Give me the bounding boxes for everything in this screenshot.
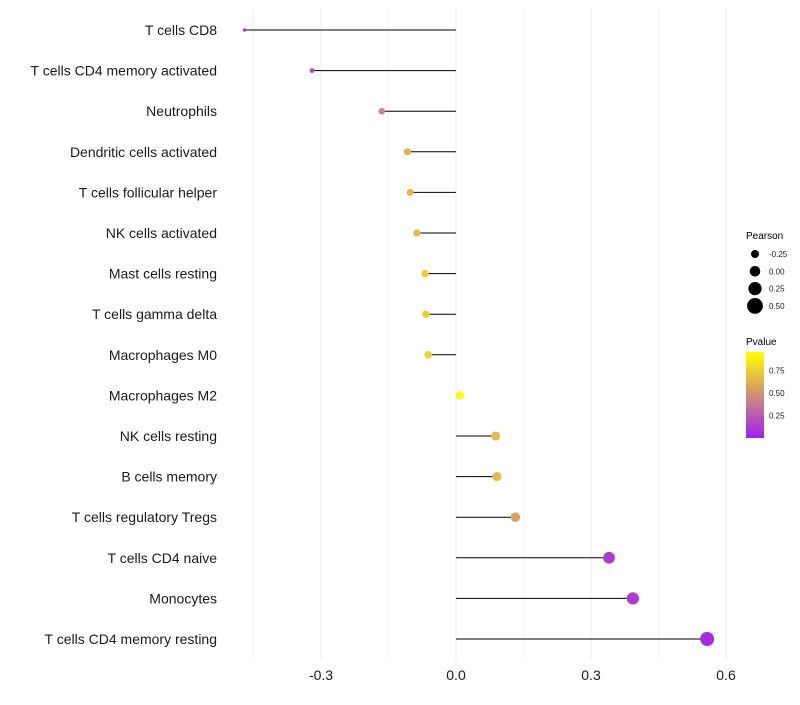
pvalue-legend-title: Pvalue <box>746 337 777 348</box>
lollipop-point <box>309 68 315 74</box>
pearson-legend-key <box>747 298 763 314</box>
pearson-legend-label: 0.00 <box>769 267 785 276</box>
y-category-label: Monocytes <box>149 590 217 606</box>
y-category-label: T cells CD4 memory resting <box>45 631 217 647</box>
y-category-label: T cells CD8 <box>145 22 217 38</box>
y-category-label: Mast cells resting <box>109 266 217 282</box>
pearson-legend-label: 0.25 <box>769 285 785 294</box>
y-category-label: NK cells activated <box>106 225 217 241</box>
pearson-legend-label: -0.25 <box>769 250 788 259</box>
pvalue-legend-label: 0.25 <box>769 411 785 420</box>
y-category-label: Macrophages M0 <box>109 347 217 363</box>
y-category-label: T cells CD4 memory activated <box>31 63 217 79</box>
lollipop-point <box>242 28 247 32</box>
x-tick-label: 0.0 <box>446 667 466 683</box>
stems <box>244 29 708 640</box>
pearson-legend-key <box>748 282 762 296</box>
x-tick-label: 0.6 <box>716 667 736 683</box>
lollipop-point <box>424 351 432 359</box>
lollipop-point <box>700 631 715 647</box>
pearson-legend-key <box>749 266 761 277</box>
pearson-legend-key <box>751 250 759 258</box>
grid <box>253 8 727 660</box>
lollipop-point <box>626 592 639 605</box>
lollipop-point <box>603 551 615 564</box>
lollipop-point <box>510 512 521 522</box>
y-category-label: T cells CD4 naive <box>108 550 218 566</box>
lollipop-point <box>491 431 501 441</box>
lollipop-point <box>492 472 502 482</box>
y-axis-labels: T cells CD8 T cells CD4 memory activated N… <box>31 22 218 647</box>
y-category-label: Neutrophils <box>146 103 217 119</box>
x-tick-label: 0.3 <box>581 667 601 683</box>
y-category-label: Macrophages M2 <box>109 387 217 403</box>
x-tick-label: -0.3 <box>309 667 333 683</box>
lollipop-point <box>422 310 430 318</box>
y-category-label: NK cells resting <box>120 428 217 444</box>
points <box>242 28 715 647</box>
y-category-label: T cells follicular helper <box>79 184 218 200</box>
y-category-label: T cells regulatory Tregs <box>72 509 217 525</box>
pvalue-legend: Pvalue 0.75 0.50 0.25 <box>746 337 785 438</box>
lollipop-point <box>455 391 464 400</box>
pvalue-colorbar <box>746 352 764 438</box>
x-axis-labels: -0.3 0.0 0.3 0.6 <box>309 667 736 683</box>
lollipop-point <box>378 107 385 115</box>
y-category-label: B cells memory <box>121 469 217 485</box>
pearson-legend-title: Pearson <box>746 231 783 242</box>
pearson-legend-label: 0.50 <box>769 302 785 311</box>
y-category-label: Dendritic cells activated <box>70 144 217 160</box>
lollipop-point <box>406 188 414 196</box>
lollipop-point <box>421 269 429 278</box>
lollipop-point <box>413 229 421 237</box>
pvalue-legend-label: 0.50 <box>769 389 785 398</box>
lollipop-point <box>403 148 411 156</box>
pvalue-legend-label: 0.75 <box>769 366 785 375</box>
y-category-label: T cells gamma delta <box>92 306 217 322</box>
pearson-legend: Pearson -0.25 0.00 0.25 0.50 <box>746 231 788 314</box>
